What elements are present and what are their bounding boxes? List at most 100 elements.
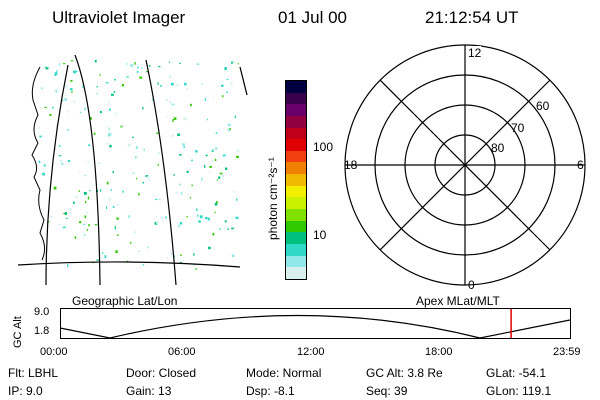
timeline-ymax: 9.0 — [34, 306, 50, 318]
emission-pixel — [74, 70, 78, 73]
filter-info: Flt: LBHL — [8, 366, 59, 380]
emission-pixel — [142, 106, 144, 110]
emission-pixel — [190, 103, 192, 107]
emission-pixel — [156, 132, 159, 134]
emission-pixel — [109, 108, 111, 111]
emission-pixel — [44, 106, 48, 108]
emission-pixel — [84, 107, 86, 111]
emission-pixel — [219, 172, 223, 175]
emission-pixel — [55, 89, 58, 93]
emission-pixel — [186, 87, 189, 91]
geographic-image-panel — [18, 55, 248, 285]
emission-pixel — [122, 190, 124, 193]
emission-pixel — [63, 213, 67, 215]
emission-pixel — [142, 181, 144, 184]
emission-pixel — [165, 116, 168, 118]
colorbar-band — [286, 267, 306, 279]
colorbar-band — [286, 197, 306, 210]
polar-diagonal-2 — [379, 79, 551, 251]
emission-pixel — [108, 132, 112, 136]
colorbar-band — [286, 115, 306, 128]
emission-pixel — [227, 123, 231, 127]
emission-pixel — [225, 167, 228, 170]
emission-pixel — [100, 189, 102, 192]
emission-pixel — [106, 206, 107, 209]
emission-pixel — [155, 198, 158, 200]
emission-pixel — [199, 215, 203, 219]
ip-info: IP: 9.0 — [8, 384, 43, 398]
emission-pixel — [106, 82, 109, 84]
glat-info: GLat: -54.1 — [486, 366, 547, 380]
emission-pixel — [98, 162, 100, 164]
emission-pixel — [195, 268, 197, 271]
emission-pixel — [65, 217, 68, 219]
emission-pixel — [176, 84, 179, 87]
emission-pixel — [233, 190, 236, 193]
emission-pixel — [79, 221, 82, 224]
emission-pixel — [231, 61, 233, 64]
emission-pixel — [114, 79, 116, 81]
emission-pixel — [39, 135, 42, 138]
emission-pixel — [204, 98, 207, 101]
emission-pixel — [222, 154, 226, 157]
emission-pixel — [209, 166, 212, 168]
emission-pixel — [67, 164, 70, 166]
emission-pixel — [212, 149, 214, 152]
emission-pixel — [109, 144, 112, 148]
emission-pixel — [70, 60, 74, 62]
emission-pixel — [94, 224, 98, 226]
mlt-label-12: 12 — [468, 46, 482, 60]
geographic-coords-label: Geographic Lat/Lon — [72, 294, 178, 308]
mlat-label-60: 60 — [536, 99, 550, 113]
emission-pixel — [184, 82, 187, 86]
emission-pixel — [209, 170, 212, 173]
emission-pixel — [87, 161, 89, 163]
longitude-line-3 — [145, 59, 177, 285]
timeline-tick-1800: 18:00 — [425, 346, 453, 358]
emission-pixel — [159, 198, 161, 201]
emission-pixel — [73, 100, 76, 103]
emission-pixel — [169, 75, 171, 78]
emission-pixel — [117, 234, 119, 236]
colorbar-band — [286, 209, 306, 221]
emission-pixel — [93, 132, 96, 135]
emission-pixel — [233, 61, 235, 64]
colorbar-band — [286, 139, 306, 151]
emission-pixel — [214, 211, 216, 214]
emission-pixel — [207, 217, 210, 221]
emission-pixel — [222, 95, 224, 98]
emission-pixel — [161, 217, 164, 220]
colorbar-band — [286, 150, 306, 163]
emission-pixel — [136, 177, 138, 180]
emission-pixel — [94, 60, 97, 63]
emission-pixel — [74, 236, 77, 239]
emission-pixel — [205, 154, 208, 157]
emission-pixel — [106, 142, 109, 145]
emission-pixel — [226, 91, 228, 94]
emission-pixel — [143, 148, 145, 152]
emission-pixel — [179, 154, 182, 156]
emission-pixel — [196, 208, 198, 211]
emission-pixel — [216, 201, 218, 204]
emission-pixel — [166, 257, 168, 260]
gc-alt-info: GC Alt: 3.8 Re — [366, 366, 443, 380]
emission-pixel — [115, 250, 118, 253]
emission-pixel — [138, 192, 140, 196]
latitude-line — [18, 261, 241, 268]
mlt-label-0: 0 — [468, 278, 475, 292]
colorbar-band — [286, 243, 306, 256]
emission-pixel — [179, 62, 181, 64]
emission-pixel — [58, 63, 61, 66]
emission-pixel — [66, 111, 69, 113]
emission-pixel — [121, 84, 124, 87]
emission-pixel — [112, 206, 115, 208]
emission-pixel — [58, 155, 62, 157]
timeline-tick-0600: 06:00 — [168, 346, 196, 358]
colorbar-band — [286, 232, 306, 244]
emission-pixel — [130, 64, 134, 67]
emission-pixel — [227, 129, 231, 132]
emission-pixel — [197, 214, 199, 217]
emission-pixel — [134, 62, 136, 65]
emission-pixel — [235, 216, 239, 220]
emission-pixel — [110, 93, 114, 96]
